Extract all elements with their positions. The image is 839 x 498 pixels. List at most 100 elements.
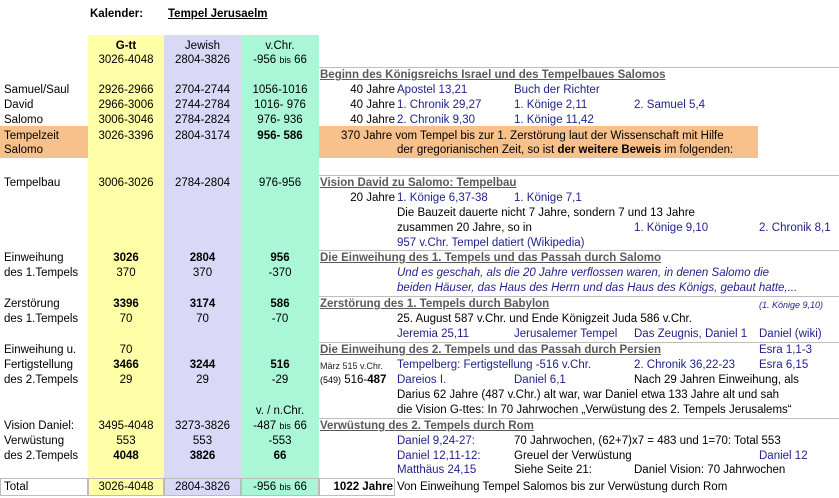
einweihung-jewish: 2804 <box>189 252 216 264</box>
tempelzeit-row-bg <box>0 126 88 158</box>
einweihung2-gtt-2: 3466 <box>113 359 139 371</box>
einweihung-vchr-2: -370 <box>268 267 292 279</box>
ref-koenige-7[interactable]: 1. Könige 7,1 <box>514 192 582 204</box>
row-label-zerstoerung: Zerstörung <box>4 298 60 310</box>
ref-samuel-5[interactable]: 2. Samuel 5,4 <box>634 99 705 111</box>
tempelbau-jewish: 2784-2804 <box>175 177 230 189</box>
total-jewish: 2804-3826 <box>175 481 230 493</box>
vision-text-1: 70 Jahrwochen, (62+7)x7 = 483 und 1=70: … <box>514 435 781 447</box>
zerstoerung-gtt: 3396 <box>113 298 139 310</box>
row-label-verwuestung: Verwüstung <box>4 435 65 447</box>
tempelzeit-vchr: 956- 586 <box>257 130 303 142</box>
einweihung2-text-2: Darius 62 Jahre (487 v.Chr.) alt war, wa… <box>397 389 780 401</box>
einweihung2-year-516-487: (549) 516-487 <box>320 374 387 386</box>
salomo-years: 40 Jahre <box>350 114 395 126</box>
salomo-gtt: 3006-3046 <box>98 114 154 126</box>
einweihung2-text-1: Nach 29 Jahren Einweihung, als <box>634 374 799 386</box>
row-label-einweihung-2: des 1.Tempels <box>4 267 79 279</box>
samuel-vchr: 1056-1016 <box>252 84 308 96</box>
tempelbau-years: 20 Jahre <box>350 192 395 204</box>
ref-daniel-6[interactable]: Daniel 6,1 <box>514 374 566 386</box>
einweihung2-vchr-2: 516 <box>270 359 290 371</box>
vision-text-2: Greuel der Verwüstung <box>514 450 632 462</box>
david-vchr: 1016- 976 <box>254 99 306 111</box>
ref-chronik-8[interactable]: 2. Chronik 8,1 <box>759 222 831 234</box>
heading-tempelbau: Vision David zu Salomo: Tempelbau <box>320 177 517 189</box>
david-gtt: 2966-3006 <box>98 99 154 111</box>
tempelbau-text-2: zusammen 20 Jahre, so in <box>397 222 532 234</box>
zerstoerung-jewish: 3174 <box>189 298 216 310</box>
vchr-header: v.Chr. <box>265 40 295 52</box>
ref-esra-6[interactable]: Esra 6,15 <box>759 359 809 371</box>
zerstoerung-vchr-2: -70 <box>271 313 289 325</box>
zerstoerung-jewish-2: 70 <box>196 313 209 325</box>
zerstoerung-gtt-2: 70 <box>119 313 133 325</box>
jewish-column-bg <box>164 35 241 496</box>
total-vchr: -956 bis 66 <box>253 481 307 493</box>
row-label-total: Total <box>4 481 29 493</box>
ref-esra-1[interactable]: Esra 1,1-3 <box>759 344 813 356</box>
tempelbau-gtt: 3006-3026 <box>98 177 154 189</box>
ref-jerusalemer-tempel[interactable]: Jerusalemer Tempel <box>514 328 618 340</box>
tempelzeit-text-2: der gregorianischen Zeit, so ist der wei… <box>397 144 734 156</box>
ref-daniel-12[interactable]: Daniel 12 <box>759 450 808 462</box>
total-years: 1022 Jahre <box>333 481 393 493</box>
heading-einweihung-1: Die Einweihung des 1. Tempels und das Pa… <box>320 252 662 264</box>
vision-jewish-1: 3273-3826 <box>175 420 230 432</box>
row-label-tempelbau: Tempelbau <box>4 177 61 189</box>
ref-chronik-36[interactable]: 2. Chronik 36,22-23 <box>634 359 736 371</box>
einweihung2-vchr-3: -29 <box>271 374 289 386</box>
ref-zeugnis-daniel[interactable]: Das Zeugnis, Daniel 1 <box>634 328 748 340</box>
ref-daniel-12-11[interactable]: Daniel 12,11-12: <box>397 450 481 462</box>
row-label-des-2-tempels: des 2.Tempels <box>4 374 79 386</box>
tempelzeit-gtt: 3026-3396 <box>98 130 154 142</box>
vision-jewish-3: 3826 <box>189 450 216 462</box>
einweihung2-gtt-1: 70 <box>119 344 133 356</box>
zerstoerung-text: 25. August 587 v.Chr. und Ende Königzeit… <box>397 313 692 325</box>
tempelzeit-text-1: 370 Jahre vom Tempel bis zur 1. Zerstöru… <box>341 130 724 142</box>
samuel-gtt: 2926-2966 <box>98 84 154 96</box>
tempelzeit-jewish: 2804-3174 <box>175 130 230 142</box>
einweihung-vchr: 956 <box>270 252 290 264</box>
row-label-salomo: Salomo <box>4 114 43 126</box>
jewish-range: 2804-3826 <box>175 54 230 66</box>
heading-verwuestung: Verwüstung des 2. Tempels durch Rom <box>320 420 534 432</box>
ref-matthaeus[interactable]: Matthäus 24,15 <box>397 464 477 476</box>
row-label-david: David <box>4 99 34 111</box>
ref-daniel-wiki[interactable]: Daniel (wiki) <box>759 328 822 340</box>
ref-apostel[interactable]: Apostel 13,21 <box>397 84 468 96</box>
salomo-vchr: 976- 936 <box>257 114 303 126</box>
ref-chronik-29[interactable]: 1. Chronik 29,27 <box>397 99 482 111</box>
ref-koenige-9-small[interactable]: (1. Könige 9,10) <box>759 300 824 310</box>
einweihung-gtt-2: 370 <box>116 267 136 279</box>
heading-zerstoerung: Zerstörung des 1. Tempels durch Babylon <box>320 298 550 310</box>
ref-koenige-9[interactable]: 1. Könige 9,10 <box>634 222 709 234</box>
vision-text-3: Siehe Seite 21: <box>514 464 593 476</box>
ref-koenige-6[interactable]: 1. Könige 6,37-38 <box>397 192 488 204</box>
row-label-vision: Vision Daniel: <box>4 420 75 432</box>
einweihung2-text-3: die Vision G-ttes: In 70 Jahrwochen „Ver… <box>397 404 792 416</box>
ref-richter[interactable]: Buch der Richter <box>514 84 600 96</box>
vision-text-4: Daniel Vision: 70 Jahrwochen <box>634 464 786 476</box>
ref-dareios[interactable]: Dareios I. <box>397 374 447 386</box>
ref-jeremia[interactable]: Jeremia 25,11 <box>397 328 470 340</box>
heading-kingdom: Beginn des Königsreichs Israel und des T… <box>320 69 666 81</box>
heading-einweihung-2: Die Einweihung des 2. Tempels und das Pa… <box>320 344 662 356</box>
david-years: 40 Jahre <box>350 99 395 111</box>
einweihung2-jewish-3: 29 <box>196 374 209 386</box>
ref-wikipedia-957[interactable]: 957 v.Chr. Tempel datiert (Wikipedia) <box>397 237 585 249</box>
ref-koenige-2[interactable]: 1. Könige 2,11 <box>514 99 588 111</box>
row-label-samuel: Samuel/Saul <box>4 84 70 96</box>
ref-chronik-9[interactable]: 2. Chronik 9,30 <box>397 114 475 126</box>
gtt-header: G-tt <box>115 40 137 52</box>
ref-tempelberg[interactable]: Tempelberg: Fertigstellung -516 v.Chr. <box>397 359 592 371</box>
gtt-range: 3026-4048 <box>98 54 154 66</box>
gtt-column-bg <box>88 35 164 496</box>
vision-gtt-1: 3495-4048 <box>98 420 154 432</box>
row-label-fertigstellung: Fertigstellung <box>4 359 74 371</box>
ref-koenige-11[interactable]: 1. Könige 11,42 <box>514 114 594 126</box>
einweihung2-gtt-3: 29 <box>119 374 133 386</box>
row-label-einweihung-2-tempel: Einweihung u. <box>4 344 77 356</box>
ref-daniel-9[interactable]: Daniel 9,24-27: <box>397 435 475 447</box>
tempelbau-vchr: 976-956 <box>258 177 302 189</box>
